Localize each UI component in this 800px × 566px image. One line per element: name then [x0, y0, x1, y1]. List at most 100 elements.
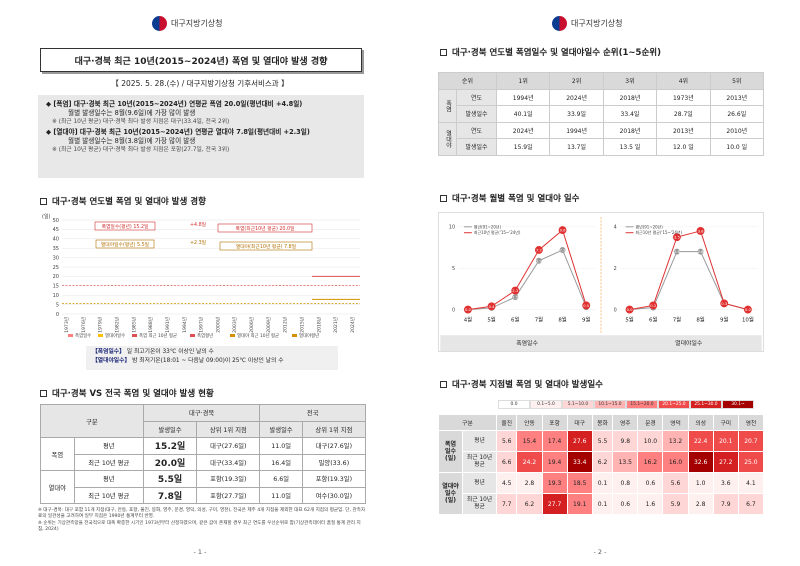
square-bullet-icon	[440, 194, 447, 202]
x-tick-label: 9월	[582, 315, 590, 323]
x-tick-label: 1979년	[97, 317, 104, 333]
station-cell: 7.7	[495, 493, 518, 515]
table-row: 열대야 평년 5.5일 포항(19.3일) 6.6일 포항(19.3일)	[40, 470, 367, 504]
table-row: 최근 10년 평균 20.0일 대구(33.4일) 16.4일 밀양(33.6)	[41, 453, 367, 471]
header-rank-n: 5위	[709, 72, 765, 90]
normal-point	[697, 248, 704, 255]
x-tick-label: 8월	[558, 315, 566, 323]
page-number: - 2 -	[593, 548, 607, 556]
x-tick-label: 2009년	[265, 317, 272, 333]
rank-cell: 1994년	[549, 121, 604, 139]
legend-swatch	[292, 334, 297, 337]
table-row: 폭염 평년 15.2일 대구(27.6일) 11.0일 대구(27.6일)	[40, 437, 367, 471]
y-tick-label: 10	[53, 293, 59, 299]
definition-term: 【열대야일수】	[92, 358, 131, 364]
recent-point	[696, 226, 705, 235]
row-label: 연도	[456, 121, 497, 139]
recent-point	[463, 305, 472, 314]
header-station: 울진	[495, 414, 518, 431]
y-tick-label: 0	[56, 312, 59, 318]
header-group: 구분	[438, 414, 497, 431]
x-tick-label: 5월	[625, 315, 633, 323]
station-cell: 15.4	[516, 430, 543, 452]
recent-value-label: 0.4	[489, 305, 496, 309]
square-bullet-icon	[440, 380, 447, 388]
section-station: 대구·경북 지점별 폭염 및 열대야 발생일수	[440, 378, 603, 390]
section-monthly: 대구·경북 월별 폭염 및 열대야 일수	[440, 192, 580, 204]
legend-label: 열대야 최근 10년 평균	[237, 332, 279, 339]
legend-swatch	[230, 334, 235, 337]
station-cell: 27.7	[541, 493, 568, 515]
station-cell: 13.5	[612, 451, 639, 473]
callout-label: 열대야일수(평년) 5.5일	[101, 241, 149, 248]
table-row: 발생일수 15.9일 13.7일 13.5 일 12.0 일 10.0 일	[439, 138, 765, 156]
legend-label: 평년(91~20년)	[636, 224, 664, 229]
footnotes: ※ 대구·경북: 대구 포함 11개 지점(대구, 안동, 포항, 울진, 봉화…	[38, 508, 366, 534]
header-station: 대구	[566, 414, 593, 431]
station-cell: 6.2	[516, 493, 543, 515]
normal-line	[467, 249, 587, 311]
row-label: 평년	[73, 437, 144, 455]
legend-label: 열대야일수	[105, 332, 125, 339]
station-table: 구분 울진 안동 포항 대구 봉화 영주 문경 영덕 의성 구미 영천 폭염 일수 (일) 평년 5.6 15…	[438, 414, 765, 515]
recent-value-label: 3.8	[698, 230, 705, 234]
station-cell: 22.4	[687, 430, 714, 452]
summary-line: ◆ [폭염] 대구·경북 최근 10년(2015~2024년) 연평균 폭염 2…	[46, 100, 303, 108]
row-group: 폭염 일수 (일)	[438, 430, 463, 473]
org-logo: 대구지방기상청	[152, 16, 223, 31]
definition-row: 【열대야일수】 밤 최저기온(18:01 ~ 다음날 09:00)이 25℃ 이…	[92, 357, 332, 366]
y-tick-label: 35	[53, 246, 59, 252]
recent-point	[743, 305, 752, 314]
top-station: 대구(33.4일)	[196, 453, 261, 471]
top-station: 대구(27.6일)	[301, 437, 367, 455]
y-tick-label: 10	[449, 225, 455, 231]
panel-label-bar	[440, 335, 762, 351]
header-station: 영천	[737, 414, 765, 431]
row-label: 최근 10년 평균	[73, 453, 144, 471]
recent-value-label: 3.5	[674, 236, 681, 240]
rank-cell: 26.6일	[709, 105, 765, 123]
x-tick-label: 1973년	[63, 317, 70, 333]
top-station: 밀양(33.6)	[301, 453, 367, 471]
callout-label: 열대야(최근10년 평균) 7.8일	[236, 243, 296, 250]
normal-value-label: 7.2	[560, 249, 566, 253]
y-tick-label: 45	[53, 227, 59, 233]
rank-cell: 13.5 일	[602, 138, 658, 156]
rank-cell: 2024년	[495, 121, 551, 139]
rank-cell: 2013년	[656, 121, 711, 139]
heat-legend-item: 25.1~30.0	[690, 400, 722, 409]
x-tick-label: 2015년	[299, 317, 306, 333]
row-label: 최근 10년 평균	[462, 451, 497, 473]
row-group: 폭염	[438, 88, 457, 123]
x-tick-label: 7월	[535, 315, 543, 323]
station-cell: 19.4	[541, 451, 568, 473]
recent-point	[672, 233, 681, 242]
station-cell: 0.1	[591, 472, 614, 494]
x-tick-label: 10월	[742, 315, 754, 323]
y-unit-label: (일)	[42, 213, 51, 220]
x-tick-label: 9월	[720, 315, 728, 323]
station-cell: 1.0	[687, 472, 714, 494]
station-cell: 19.3	[541, 472, 568, 494]
x-tick-label: 5월	[487, 315, 495, 323]
header-rank-n: 3위	[602, 72, 658, 90]
row-label: 발생일수	[456, 105, 497, 123]
page-title: 대구·경북 최근 10년(2015~2024년) 폭염 및 열대야 발생 경향	[40, 48, 362, 72]
x-tick-label: 7월	[673, 315, 681, 323]
org-name: 대구지방기상청	[171, 19, 223, 28]
monthly-chart: 0 5 10 4월 5월 6월 7월 8월 9월 0.0 0.2 1.5 5.9 7.2 0.3 0.0 0.4…	[438, 212, 764, 352]
panel-label: 폭염일수	[516, 339, 538, 347]
date-line: 【 2025. 5. 28.(수) / 대구지방기상청 기후서비스과 】	[111, 79, 289, 88]
page-2: 대구지방기상청 대구·경북 연도별 폭염일수 및 열대야일수 순위(1~5순위)…	[400, 0, 800, 566]
recent-point	[649, 301, 658, 310]
legend-label: 평년(91~20년)	[474, 224, 502, 229]
y-tick-label: 0	[452, 307, 455, 313]
footnote: ※ 순위는 기상관측망을 전국적으로 대폭 확충한 시기인 1973년부터 산정…	[38, 520, 361, 533]
table-row: 열대야 연도 2024년 1994년 2018년 2013년 2010년	[438, 121, 765, 156]
table-row: 최근 10년 평균 6.6 24.2 19.4 33.4 6.2 13.5 16.2 16.0 3…	[439, 451, 765, 473]
table-row: 폭염 일수 (일) 평년 5.6 15.4 17.4 27.6 5.5 9.8 10.0 13.2…	[438, 430, 765, 473]
station-cell: 17.4	[541, 430, 568, 452]
rank-cell: 2018년	[602, 88, 658, 106]
recent-value-label: 0.3	[721, 302, 728, 306]
rank-cell: 1994년	[495, 88, 551, 106]
